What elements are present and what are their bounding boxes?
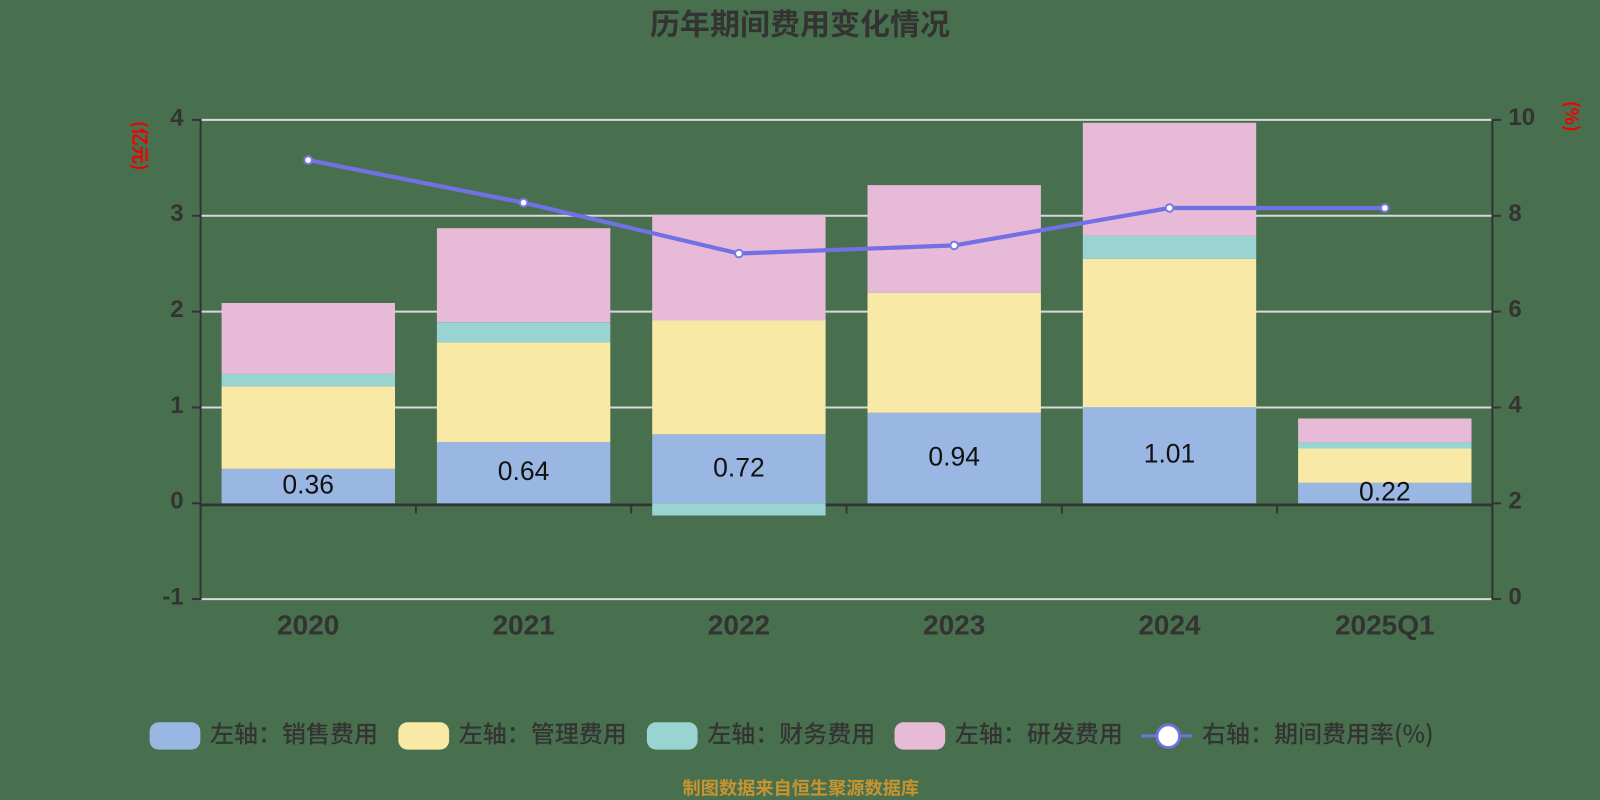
svg-text:2024: 2024 — [1138, 610, 1201, 641]
svg-text:2022: 2022 — [708, 610, 770, 641]
svg-text:0.22: 0.22 — [1359, 477, 1411, 507]
svg-text:0.36: 0.36 — [282, 470, 334, 500]
svg-text:4: 4 — [170, 104, 184, 131]
svg-text:4: 4 — [1508, 392, 1522, 419]
svg-text:-1: -1 — [162, 584, 183, 611]
svg-text:2: 2 — [170, 296, 183, 323]
svg-text:0.72: 0.72 — [713, 452, 765, 482]
svg-text:0.64: 0.64 — [498, 456, 550, 486]
svg-text:2025Q1: 2025Q1 — [1335, 610, 1435, 641]
svg-text:2: 2 — [1508, 488, 1521, 515]
svg-text:2020: 2020 — [277, 610, 339, 641]
svg-text:6: 6 — [1508, 296, 1521, 323]
svg-text:1: 1 — [170, 392, 183, 419]
svg-text:1.01: 1.01 — [1144, 439, 1196, 469]
svg-text:3: 3 — [170, 200, 183, 227]
svg-text:0: 0 — [170, 488, 183, 515]
svg-text:2021: 2021 — [492, 610, 554, 641]
svg-text:0.94: 0.94 — [928, 442, 980, 472]
svg-text:8: 8 — [1508, 200, 1521, 227]
svg-text:10: 10 — [1508, 104, 1535, 131]
svg-text:2023: 2023 — [923, 610, 985, 641]
svg-text:0: 0 — [1508, 583, 1521, 610]
